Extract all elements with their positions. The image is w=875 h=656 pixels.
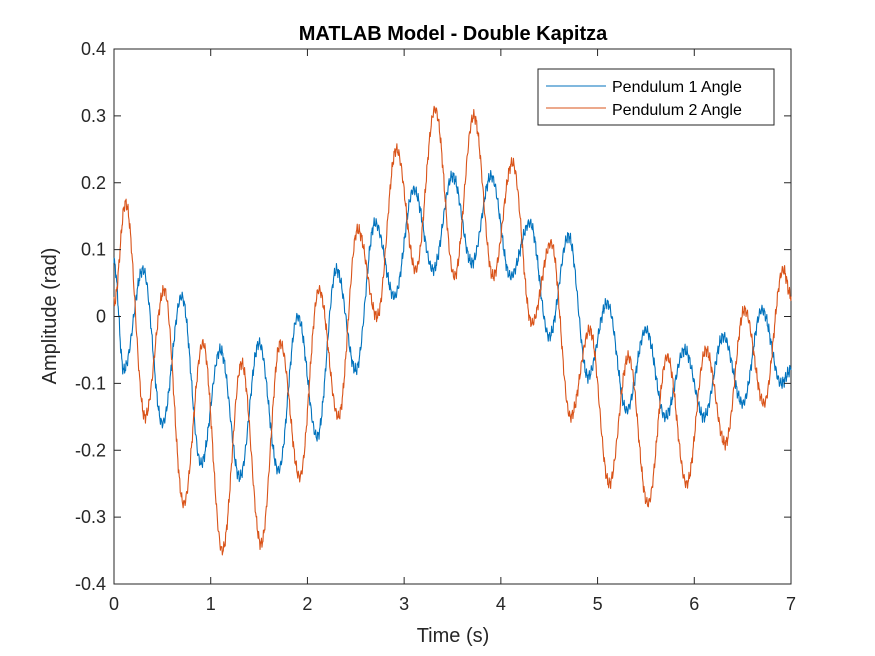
axes-box xyxy=(113,48,792,585)
x-axis-label: Time (s) xyxy=(417,625,490,647)
y-tick-label: -0.4 xyxy=(75,574,106,594)
series-line-1 xyxy=(113,169,792,483)
legend-box xyxy=(537,68,775,126)
series-line-2 xyxy=(113,105,792,556)
x-tick-label: 6 xyxy=(689,594,699,614)
y-tick-label: -0.2 xyxy=(75,440,106,460)
x-tick-label: 4 xyxy=(496,594,506,614)
x-tick-label: 3 xyxy=(399,594,409,614)
y-tick-label: 0.2 xyxy=(81,173,106,193)
chart-title: MATLAB Model - Double Kapitza xyxy=(299,23,608,45)
x-tick-label: 5 xyxy=(593,594,603,614)
x-tick-label: 0 xyxy=(109,594,119,614)
series-layer xyxy=(113,105,792,556)
x-tick-label: 1 xyxy=(206,594,216,614)
plot-area: 0 1 2 3 4 5 6 7 -0.4 -0.3 -0.2 -0.1 0 0.1 0.2 0.3 0.4 xyxy=(75,39,796,614)
x-tick-label: 7 xyxy=(786,594,796,614)
y-axis-label: Amplitude (rad) xyxy=(39,248,61,385)
legend: Pendulum 1 Angle Pendulum 2 Angle xyxy=(537,68,775,126)
tick-layer: 0 1 2 3 4 5 6 7 -0.4 -0.3 -0.2 -0.1 0 0.1 0.2 0.3 0.4 xyxy=(75,39,796,614)
y-tick-label: -0.3 xyxy=(75,507,106,527)
legend-label-pendulum-2: Pendulum 2 Angle xyxy=(612,102,742,119)
y-tick-label: -0.1 xyxy=(75,373,106,393)
x-tick-label: 2 xyxy=(302,594,312,614)
legend-label-pendulum-1: Pendulum 1 Angle xyxy=(612,79,742,96)
y-tick-label: 0.1 xyxy=(81,240,106,260)
y-tick-label: 0.3 xyxy=(81,106,106,126)
y-tick-label: 0.4 xyxy=(81,39,106,59)
y-tick-label: 0 xyxy=(96,307,106,327)
